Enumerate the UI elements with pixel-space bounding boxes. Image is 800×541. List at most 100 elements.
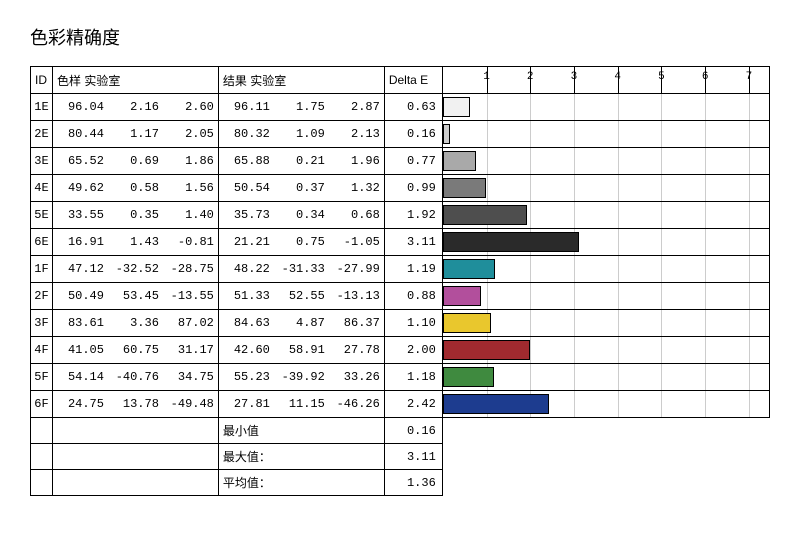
cell-sample-lab: 49.620.581.56 — [52, 175, 218, 202]
cell-delta-e: 0.99 — [384, 175, 442, 202]
cell-result-lab: 96.111.752.87 — [218, 94, 384, 121]
cell-id: 4F — [31, 337, 53, 364]
delta-e-bar — [443, 259, 495, 279]
delta-e-bar — [443, 340, 530, 360]
delta-e-bar — [443, 394, 549, 414]
summary-value: 1.36 — [384, 470, 442, 496]
delta-e-bar — [443, 151, 477, 171]
cell-result-lab: 65.880.211.96 — [218, 148, 384, 175]
summary-value: 3.11 — [384, 444, 442, 470]
cell-result-lab: 84.634.8786.37 — [218, 310, 384, 337]
cell-id: 1E — [31, 94, 53, 121]
cell-result-lab: 21.210.75-1.05 — [218, 229, 384, 256]
axis-tick: 2 — [527, 71, 534, 83]
header-sample-lab: 色样 实验室 — [52, 67, 218, 94]
header-id: ID — [31, 67, 53, 94]
header-row: ID 色样 实验室 结果 实验室 Delta E 1 2 3 4 5 6 7 — [31, 67, 770, 94]
table-row: 4F41.0560.7531.1742.6058.9127.782.00 — [31, 337, 770, 364]
cell-result-lab: 42.6058.9127.78 — [218, 337, 384, 364]
cell-sample-lab: 41.0560.7531.17 — [52, 337, 218, 364]
table-row: 6F24.7513.78-49.4827.8111.15-46.262.42 — [31, 391, 770, 418]
cell-sample-lab: 24.7513.78-49.48 — [52, 391, 218, 418]
cell-delta-e: 1.92 — [384, 202, 442, 229]
axis-tick: 4 — [614, 71, 621, 83]
delta-e-bar — [443, 367, 495, 387]
cell-bar-chart — [442, 94, 769, 121]
cell-id: 2E — [31, 121, 53, 148]
summary-label: 最小值 — [218, 418, 384, 444]
table-row: 5E33.550.351.4035.730.340.681.92 — [31, 202, 770, 229]
delta-e-bar — [443, 124, 450, 144]
cell-bar-chart — [442, 256, 769, 283]
delta-e-bar — [443, 313, 491, 333]
cell-delta-e: 0.63 — [384, 94, 442, 121]
summary-row: 最小值0.16 — [31, 418, 770, 444]
table-row: 2F50.4953.45-13.5551.3352.55-13.130.88 — [31, 283, 770, 310]
delta-e-bar — [443, 286, 481, 306]
cell-delta-e: 1.19 — [384, 256, 442, 283]
summary-label: 最大值： — [218, 444, 384, 470]
summary-label: 平均值： — [218, 470, 384, 496]
table-row: 3F83.613.3687.0284.634.8786.371.10 — [31, 310, 770, 337]
cell-bar-chart — [442, 337, 769, 364]
cell-id: 3F — [31, 310, 53, 337]
cell-bar-chart — [442, 121, 769, 148]
cell-id: 2F — [31, 283, 53, 310]
color-accuracy-table: ID 色样 实验室 结果 实验室 Delta E 1 2 3 4 5 6 7 1E96.04… — [30, 66, 770, 496]
cell-id: 3E — [31, 148, 53, 175]
cell-id: 5F — [31, 364, 53, 391]
cell-sample-lab: 96.042.162.60 — [52, 94, 218, 121]
table-row: 1F47.12-32.52-28.7548.22-31.33-27.991.19 — [31, 256, 770, 283]
cell-delta-e: 1.18 — [384, 364, 442, 391]
cell-delta-e: 3.11 — [384, 229, 442, 256]
summary-row: 最大值：3.11 — [31, 444, 770, 470]
cell-bar-chart — [442, 229, 769, 256]
cell-delta-e: 2.42 — [384, 391, 442, 418]
cell-result-lab: 50.540.371.32 — [218, 175, 384, 202]
table-row: 1E96.042.162.6096.111.752.870.63 — [31, 94, 770, 121]
cell-sample-lab: 83.613.3687.02 — [52, 310, 218, 337]
summary-row: 平均值：1.36 — [31, 470, 770, 496]
axis-tick: 7 — [746, 71, 753, 83]
cell-sample-lab: 47.12-32.52-28.75 — [52, 256, 218, 283]
cell-bar-chart — [442, 364, 769, 391]
cell-delta-e: 1.10 — [384, 310, 442, 337]
cell-sample-lab: 65.520.691.86 — [52, 148, 218, 175]
cell-result-lab: 35.730.340.68 — [218, 202, 384, 229]
summary-value: 0.16 — [384, 418, 442, 444]
delta-e-bar — [443, 97, 471, 117]
delta-e-bar — [443, 232, 579, 252]
cell-result-lab: 80.321.092.13 — [218, 121, 384, 148]
cell-result-lab: 55.23-39.9233.26 — [218, 364, 384, 391]
axis-tick: 5 — [658, 71, 665, 83]
header-chart-axis: 1 2 3 4 5 6 7 — [442, 67, 769, 94]
cell-id: 4E — [31, 175, 53, 202]
table-row: 5F54.14-40.7634.7555.23-39.9233.261.18 — [31, 364, 770, 391]
header-delta-e: Delta E — [384, 67, 442, 94]
cell-sample-lab: 33.550.351.40 — [52, 202, 218, 229]
cell-bar-chart — [442, 310, 769, 337]
cell-bar-chart — [442, 283, 769, 310]
cell-delta-e: 2.00 — [384, 337, 442, 364]
table-row: 2E80.441.172.0580.321.092.130.16 — [31, 121, 770, 148]
header-result-lab: 结果 实验室 — [218, 67, 384, 94]
cell-result-lab: 51.3352.55-13.13 — [218, 283, 384, 310]
cell-bar-chart — [442, 148, 769, 175]
cell-id: 6F — [31, 391, 53, 418]
cell-result-lab: 27.8111.15-46.26 — [218, 391, 384, 418]
delta-e-bar — [443, 205, 527, 225]
axis-tick: 3 — [571, 71, 578, 83]
cell-id: 1F — [31, 256, 53, 283]
cell-sample-lab: 16.911.43-0.81 — [52, 229, 218, 256]
cell-id: 6E — [31, 229, 53, 256]
cell-sample-lab: 80.441.172.05 — [52, 121, 218, 148]
table-row: 6E16.911.43-0.8121.210.75-1.053.11 — [31, 229, 770, 256]
axis-tick: 1 — [483, 71, 490, 83]
table-row: 4E49.620.581.5650.540.371.320.99 — [31, 175, 770, 202]
cell-delta-e: 0.77 — [384, 148, 442, 175]
axis-tick: 6 — [702, 71, 709, 83]
page-title: 色彩精确度 — [30, 24, 770, 50]
cell-bar-chart — [442, 175, 769, 202]
delta-e-bar — [443, 178, 486, 198]
cell-bar-chart — [442, 391, 769, 418]
